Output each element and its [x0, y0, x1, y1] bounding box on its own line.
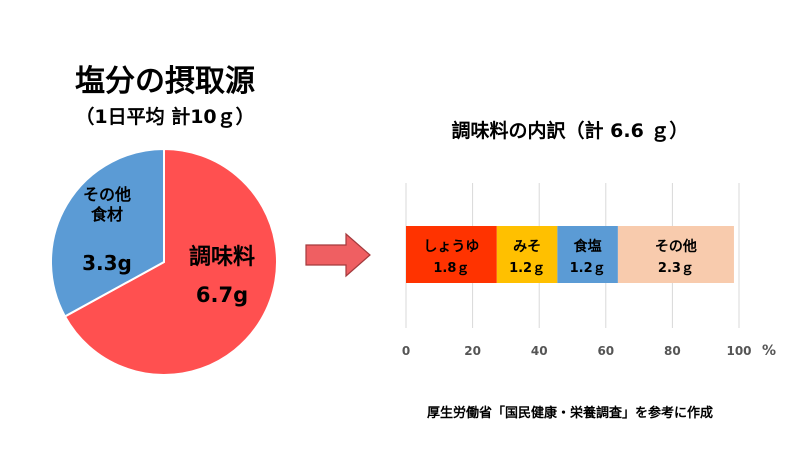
x-tick-label: 100 — [726, 344, 751, 358]
pie-slice-label: 調味料 — [189, 244, 255, 270]
x-tick-label: 80 — [664, 344, 681, 358]
bar-segment — [557, 226, 618, 283]
bar-segment-label: しょうゆ — [423, 239, 479, 255]
x-tick-label: 60 — [597, 344, 614, 358]
bar-segment-label: その他 — [655, 238, 697, 255]
x-tick-label: 20 — [464, 344, 481, 358]
pie-chart-title: 塩分の摂取源 — [75, 64, 255, 99]
bar-segment — [496, 226, 558, 283]
bar-segment-value: 1.8ｇ — [433, 261, 469, 276]
bar-segment — [406, 226, 497, 283]
pie-slice-value: 6.7g — [196, 283, 248, 307]
x-axis-unit: % — [762, 343, 776, 359]
bar-segment — [617, 226, 734, 283]
pie-slice-label: その他 — [83, 185, 131, 204]
source-note: 厚生労働省「国民健康・栄養調査」を参考に作成 — [426, 406, 713, 421]
pie-slice — [63, 147, 278, 376]
x-tick-label: 40 — [531, 344, 548, 358]
bar-segment-label: 食塩 — [574, 238, 602, 255]
pie-slice-label: 食材 — [90, 205, 123, 224]
bar-segment-label: みそ — [513, 239, 541, 255]
bar-segment-value: 1.2ｇ — [570, 261, 606, 276]
bar-segment-value: 1.2ｇ — [509, 261, 545, 276]
right-arrow-icon — [305, 232, 371, 278]
bar-chart-title: 調味料の内訳（計 6.6 ｇ） — [451, 120, 689, 142]
pie-slice — [50, 147, 165, 318]
stacked-bar-chart: しょうゆ 1.8ｇ みそ 1.2ｇ 食塩 1.2ｇ その他 2.3ｇ 0 20 40 60 80 100% — [402, 183, 776, 359]
pie-slice-value: 3.3g — [82, 251, 132, 275]
x-tick-label: 0 — [402, 344, 410, 358]
bar-segment-value: 2.3ｇ — [658, 261, 694, 276]
pie-chart-subtitle: （1日平均 計10ｇ） — [75, 106, 255, 128]
